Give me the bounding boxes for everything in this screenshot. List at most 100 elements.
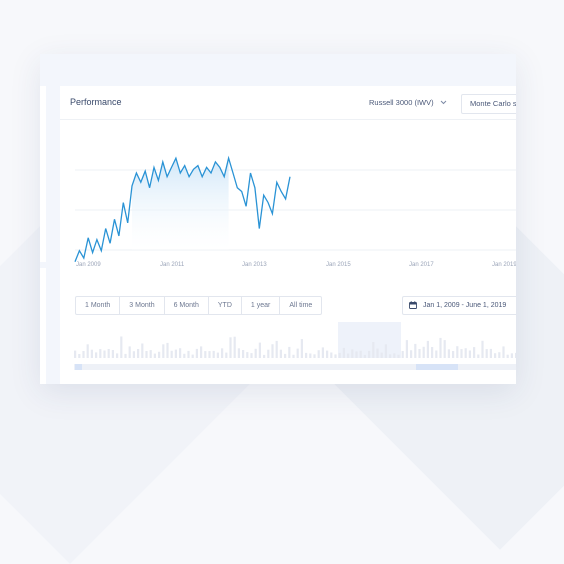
navigator-bar — [170, 350, 173, 358]
navigator-bar — [284, 353, 287, 358]
navigator-bar — [389, 354, 392, 358]
navigator-bar — [481, 340, 484, 358]
navigator-bar — [250, 353, 253, 358]
navigator-bar — [418, 349, 421, 358]
navigator-bar — [99, 349, 102, 358]
navigator-bar — [174, 349, 177, 358]
range-button-6-month[interactable]: 6 Month — [165, 297, 209, 314]
navigator-bar — [359, 350, 362, 358]
navigator-bar — [510, 353, 513, 358]
navigator-bar — [439, 337, 442, 358]
navigator-bar — [288, 346, 291, 358]
navigator-bar — [414, 343, 417, 358]
navigator-bar — [221, 348, 224, 358]
navigator-bar — [384, 344, 387, 358]
navigator-bar — [313, 354, 316, 358]
x-axis-label: Jan 2015 — [326, 262, 351, 268]
navigator-bar — [128, 346, 131, 358]
navigator-bar — [267, 349, 270, 358]
navigator-bar — [330, 352, 333, 358]
navigator-left-handle[interactable] — [75, 364, 82, 370]
navigator-bar — [368, 350, 371, 358]
date-range-picker[interactable]: Jan 1, 2009 - June 1, 2019 — [402, 296, 516, 315]
navigator-bar — [208, 351, 211, 358]
navigator-bar — [422, 346, 425, 358]
navigator-bar — [200, 346, 203, 358]
navigator-bar — [447, 349, 450, 358]
navigator-bar — [473, 347, 476, 358]
navigator-bar — [82, 351, 85, 358]
navigator-bar — [233, 336, 236, 358]
navigator-bar — [376, 348, 379, 358]
x-axis-label: Jan 2017 — [409, 262, 434, 268]
x-axis-label: Jan 2019 — [492, 262, 516, 268]
calendar-icon — [409, 300, 417, 311]
navigator-bar — [363, 354, 366, 358]
x-axis-label: Jan 2013 — [242, 262, 267, 268]
navigator-bar — [216, 352, 219, 358]
series-line — [74, 155, 291, 263]
x-axis-label: Jan 2011 — [160, 262, 185, 268]
app-window: Performance Russell 3000 (IWV) Monte Car… — [40, 54, 516, 384]
navigator-bar — [393, 353, 396, 358]
navigator-bar — [258, 342, 261, 358]
navigator-bar — [456, 346, 459, 358]
range-navigator[interactable] — [74, 322, 516, 380]
navigator-bar — [426, 340, 429, 358]
navigator-bar — [137, 349, 140, 358]
navigator-bar — [191, 354, 194, 358]
navigator-bar — [90, 349, 93, 358]
navigator-bar — [179, 348, 182, 358]
navigator-bar — [86, 344, 89, 358]
navigator-bar — [502, 346, 505, 358]
navigator-scroll-track[interactable] — [74, 364, 516, 370]
navigator-bar — [292, 354, 295, 358]
navigator-bar — [317, 350, 320, 358]
navigator-bar — [342, 347, 345, 358]
navigator-bar — [489, 348, 492, 358]
navigator-bar — [132, 351, 135, 358]
navigator-bar — [204, 351, 207, 358]
benchmark-select[interactable]: Russell 3000 (IWV) — [369, 98, 447, 107]
navigator-bar — [263, 354, 266, 358]
divider — [60, 119, 516, 120]
navigator-bar — [271, 344, 274, 358]
navigator-bar — [145, 351, 148, 358]
navigator-bar — [485, 349, 488, 358]
navigator-bar — [111, 350, 114, 358]
card-title: Performance — [70, 97, 122, 107]
navigator-bar — [309, 353, 312, 358]
navigator-bar — [212, 350, 215, 358]
navigator-bar — [107, 349, 110, 358]
side-panel — [40, 86, 46, 262]
navigator-bar — [195, 348, 198, 358]
range-button-3-month[interactable]: 3 Month — [120, 297, 165, 314]
navigator-bar — [162, 344, 165, 358]
navigator-bar — [300, 339, 303, 358]
navigator-bar — [452, 351, 455, 358]
navigator-bar — [498, 352, 501, 358]
range-button-1-month[interactable]: 1 Month — [76, 297, 121, 314]
date-range-text: Jan 1, 2009 - June 1, 2019 — [423, 302, 507, 309]
range-button-1-year[interactable]: 1 year — [242, 297, 281, 314]
navigator-bar — [158, 351, 161, 358]
navigator-bar — [515, 352, 516, 358]
navigator-bar — [187, 350, 190, 358]
navigator-bar — [338, 352, 341, 358]
performance-chart: Jan 2009 Jan 2011 Jan 2013 Jan 2015 Jan 2017… — [74, 155, 516, 268]
navigator-bar — [397, 354, 400, 358]
monte-carlo-button[interactable]: Monte Carlo s — [461, 94, 516, 114]
navigator-bar — [237, 348, 240, 358]
navigator-scroll-thumb[interactable] — [416, 364, 458, 370]
navigator-bar — [460, 349, 463, 358]
highlight-area — [132, 158, 229, 250]
navigator-bar — [464, 348, 467, 358]
navigator-bar — [74, 350, 77, 358]
range-button-all-time[interactable]: All time — [289, 302, 313, 309]
navigator-bar — [103, 350, 106, 358]
navigator-bar — [225, 352, 228, 358]
navigator-bar — [242, 350, 245, 358]
navigator-bar — [431, 347, 434, 358]
range-button-ytd[interactable]: YTD — [209, 297, 242, 314]
navigator-bar — [334, 354, 337, 358]
